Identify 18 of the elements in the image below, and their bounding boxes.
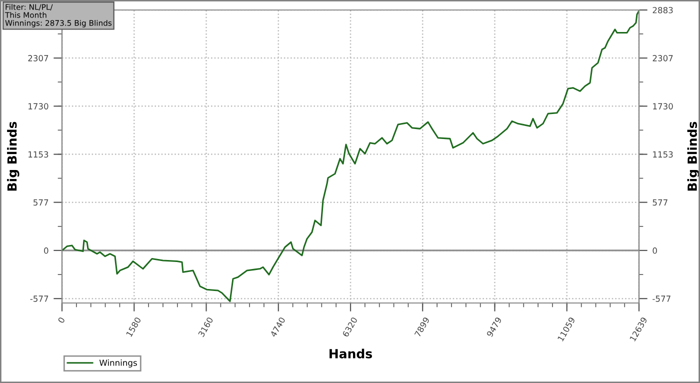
y-tick-label: 2307 [28, 55, 48, 62]
y-tick-label: -577 [30, 296, 48, 302]
y-tick-label: 0 [44, 247, 48, 254]
y-tick-label: 1730 [28, 103, 48, 110]
y2-tick-label: 2307 [652, 55, 673, 62]
y2-tick-label: 577 [652, 199, 668, 206]
x-tick-label: 0 [58, 316, 66, 324]
y2-axis-title: Big Blinds [687, 122, 700, 191]
y-tick-label: 1153 [28, 151, 48, 158]
legend-label: Winnings [99, 359, 137, 368]
y2-tick-label: 1730 [653, 103, 673, 110]
y2-tick-label: -577 [652, 296, 670, 302]
x-axis-title: Hands [330, 348, 372, 358]
y2-tick-label: 1153 [653, 151, 673, 158]
y2-tick-label: 0 [652, 247, 657, 254]
y2-tick-label: 2883 [652, 6, 673, 14]
y-tick-label: 577 [34, 199, 48, 206]
y-axis-title: Big Blinds [7, 122, 20, 191]
